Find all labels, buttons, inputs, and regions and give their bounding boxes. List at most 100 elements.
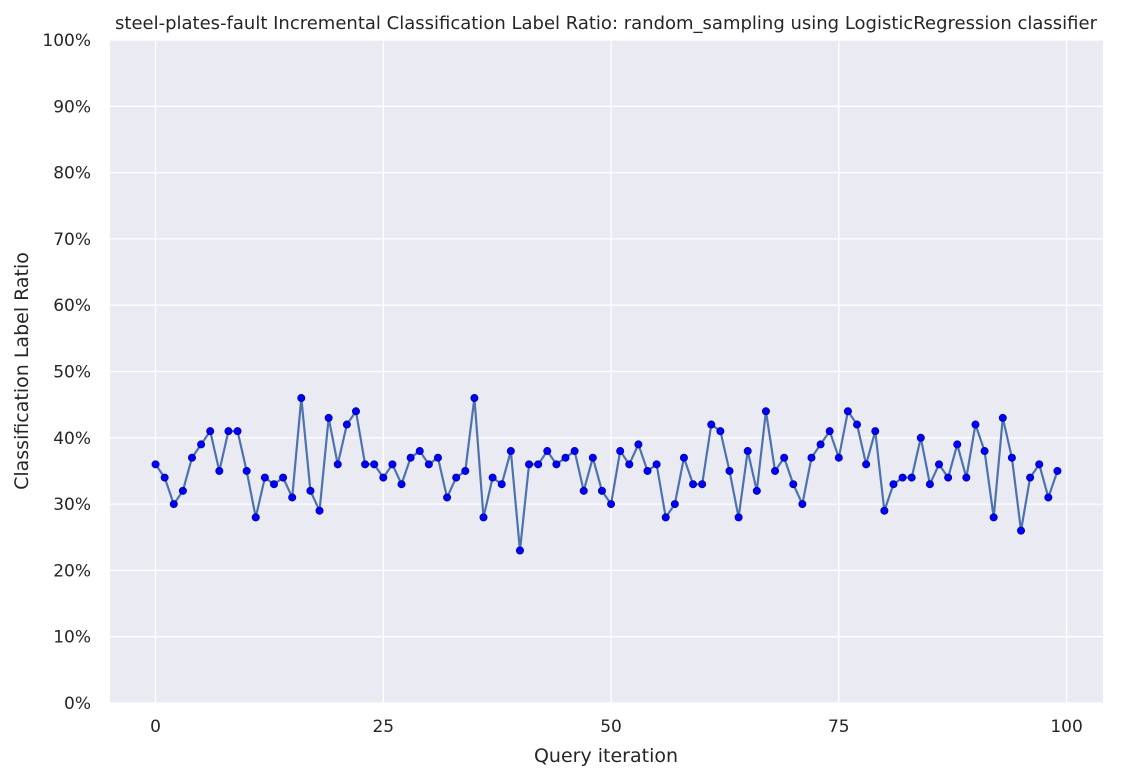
data-point [679, 453, 688, 462]
data-point [880, 506, 889, 515]
x-tick-label: 75 [828, 717, 850, 737]
x-tick-label: 0 [150, 717, 161, 737]
data-point [607, 500, 616, 509]
y-axis-ticks: 0% 10% 20% 30% 40% 50% 60% 70% 80% 90% 100% [42, 31, 91, 714]
data-point [953, 440, 962, 449]
data-point [452, 473, 461, 482]
y-tick-label: 70% [53, 230, 91, 250]
data-point [269, 480, 278, 489]
data-point [925, 480, 934, 489]
data-point [752, 486, 761, 495]
data-point [798, 500, 807, 509]
data-point [187, 453, 196, 462]
data-point [971, 420, 980, 429]
data-point [233, 427, 242, 436]
data-point [151, 460, 160, 469]
data-point [333, 460, 342, 469]
y-tick-label: 80% [53, 164, 91, 184]
data-point [998, 413, 1007, 422]
data-point [807, 453, 816, 462]
data-point [525, 460, 534, 469]
y-axis-label: Classification Label Ratio [11, 252, 33, 490]
x-axis-ticks: 0 25 50 75 100 [150, 717, 1083, 737]
data-point [552, 460, 561, 469]
data-point [351, 407, 360, 416]
data-point [570, 447, 579, 456]
x-tick-label: 25 [372, 717, 394, 737]
data-point [743, 447, 752, 456]
y-tick-label: 90% [53, 97, 91, 117]
y-tick-label: 0% [64, 694, 91, 714]
y-tick-label: 30% [53, 495, 91, 515]
data-point [734, 513, 743, 522]
data-point [579, 486, 588, 495]
x-tick-label: 100 [1050, 717, 1082, 737]
data-point [361, 460, 370, 469]
y-tick-label: 20% [53, 561, 91, 581]
data-point [916, 433, 925, 442]
data-point [1053, 466, 1062, 475]
data-point [853, 420, 862, 429]
data-point [843, 407, 852, 416]
data-point [989, 513, 998, 522]
data-points [151, 394, 1062, 555]
y-tick-label: 50% [53, 363, 91, 383]
data-point [597, 486, 606, 495]
data-point [889, 480, 898, 489]
data-point [780, 453, 789, 462]
data-point [634, 440, 643, 449]
data-point [470, 394, 479, 403]
data-point [789, 480, 798, 489]
data-point [725, 466, 734, 475]
data-point [661, 513, 670, 522]
data-point [834, 453, 843, 462]
data-point [1007, 453, 1016, 462]
data-point [1026, 473, 1035, 482]
y-tick-label: 100% [42, 31, 91, 51]
data-point [543, 447, 552, 456]
data-point [816, 440, 825, 449]
data-point [898, 473, 907, 482]
data-point [643, 466, 652, 475]
data-point [698, 480, 707, 489]
data-point [197, 440, 206, 449]
data-point [944, 473, 953, 482]
data-point [415, 447, 424, 456]
data-point [506, 447, 515, 456]
data-point [424, 460, 433, 469]
data-point [433, 453, 442, 462]
data-point [306, 486, 315, 495]
data-point [224, 427, 233, 436]
y-tick-label: 40% [53, 429, 91, 449]
data-point [871, 427, 880, 436]
data-point [616, 447, 625, 456]
data-point [297, 394, 306, 403]
data-point [397, 480, 406, 489]
series-line [154, 396, 1059, 552]
y-tick-label: 60% [53, 296, 91, 316]
x-axis-label: Query iteration [534, 745, 678, 767]
data-point [689, 480, 698, 489]
data-point [652, 460, 661, 469]
data-point [515, 546, 524, 555]
y-tick-label: 10% [53, 628, 91, 648]
data-point [980, 447, 989, 456]
data-point [315, 506, 324, 515]
data-point [461, 466, 470, 475]
grid [110, 39, 1103, 704]
data-point [324, 413, 333, 422]
data-point [251, 513, 260, 522]
data-point [379, 473, 388, 482]
data-point [1017, 526, 1026, 535]
data-point [497, 480, 506, 489]
x-tick-label: 50 [600, 717, 622, 737]
data-point [825, 427, 834, 436]
data-point [260, 473, 269, 482]
data-point [716, 427, 725, 436]
data-point [342, 420, 351, 429]
data-point [588, 453, 597, 462]
data-point [862, 460, 871, 469]
data-point [561, 453, 570, 462]
